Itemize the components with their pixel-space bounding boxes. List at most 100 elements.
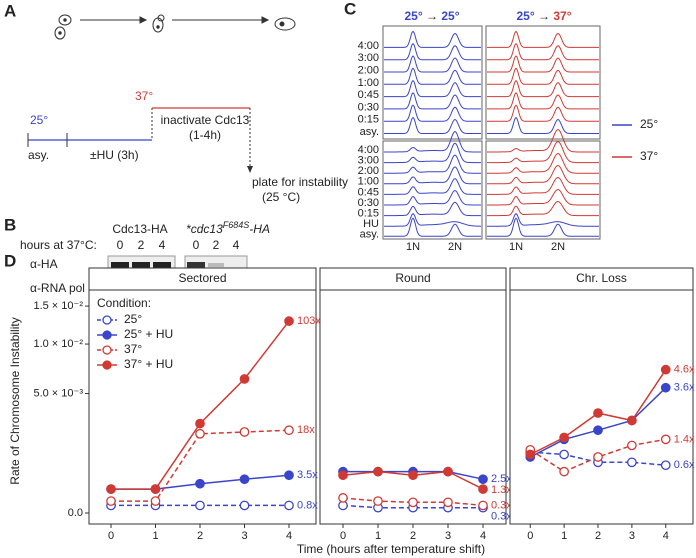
histogram-trace <box>487 92 599 110</box>
strain: *cdc13F684S-HA <box>186 220 270 236</box>
ploidy-label: 1N <box>406 241 420 253</box>
series-line <box>529 438 666 473</box>
header-part: 37° <box>553 9 571 23</box>
y-tick-label: 1.5 × 10⁻² <box>33 300 83 312</box>
data-point <box>195 418 205 429</box>
ploidy-label: 2N <box>448 241 462 253</box>
data-point <box>106 484 116 494</box>
histogram-trace <box>487 42 599 61</box>
row-label: α-RNA pol II <box>30 281 95 295</box>
histogram-trace <box>384 189 481 206</box>
lane: 0 <box>193 238 200 252</box>
strain-part: -HA <box>249 222 270 236</box>
ploidy-label: 1N <box>509 241 523 253</box>
histogram-frame <box>382 25 483 140</box>
condition-header: 25° → 37° <box>517 9 572 23</box>
data-point <box>284 425 294 436</box>
x-tick-label: 3 <box>629 530 635 542</box>
x-tick-label: 4 <box>480 530 486 542</box>
fold-change-label: 1.3x <box>491 484 512 496</box>
data-point <box>660 364 671 375</box>
histogram-trace <box>487 200 599 217</box>
data-point <box>478 474 488 485</box>
x-tick-label: 2 <box>197 530 203 542</box>
arrows <box>80 16 270 24</box>
histogram-trace <box>384 30 481 48</box>
histogram-frame <box>382 140 483 240</box>
x-tick-label: 2 <box>595 530 601 542</box>
histogram-trace <box>384 201 481 217</box>
lane: 2 <box>138 238 145 252</box>
data-point <box>559 449 569 460</box>
histogram-trace <box>487 79 599 98</box>
lane: 0 <box>117 238 124 252</box>
legend-swatch <box>102 360 112 370</box>
histogram-trace <box>384 213 481 227</box>
row-label: hours at 37°C: <box>20 238 97 252</box>
timepoint-label: 4:00 <box>358 144 379 156</box>
histogram-trace <box>487 217 599 237</box>
histogram-trace <box>384 166 481 185</box>
panel-label: C <box>344 0 356 18</box>
timepoint-label: 0:30 <box>358 197 379 209</box>
fold-change-label: 2.5x <box>491 473 512 485</box>
flow-histograms: 4:003:002:001:000:450:300:15asy.4:003:00… <box>358 25 658 253</box>
data-point <box>593 425 603 436</box>
stage-label: inactivate Cdc13 <box>161 113 250 127</box>
timepoint-label: 1:00 <box>358 176 379 188</box>
chart: Rate of Chromosome Instability Time (hour… <box>8 267 695 556</box>
timeline <box>27 107 253 173</box>
data-point <box>660 382 671 393</box>
y-axis-title: Rate of Chromosome Instability <box>8 317 22 484</box>
x-tick-label: 3 <box>241 530 247 542</box>
timepoint-label: 0:30 <box>358 101 379 113</box>
panel-label: D <box>4 251 16 270</box>
data-point <box>239 427 250 437</box>
data-point <box>443 466 453 477</box>
ploidy-label: 2N <box>551 241 565 253</box>
histogram-trace <box>384 55 481 73</box>
histogram-trace <box>487 30 599 48</box>
strain-part: F684S <box>223 220 250 230</box>
legend-label: 25° <box>640 117 658 131</box>
x-tick-label: 1 <box>152 530 158 542</box>
histogram-trace <box>384 67 481 85</box>
y-tick-label: 5.0 × 10⁻³ <box>33 387 83 399</box>
facet-title: Sectored <box>178 271 226 285</box>
histogram-trace <box>487 104 599 122</box>
stage-label: (1-4h) <box>189 128 221 142</box>
fold-change-label: 18x <box>297 424 315 436</box>
histogram-trace <box>487 213 599 227</box>
timepoint-label: 1:00 <box>358 77 379 89</box>
data-point <box>627 457 637 468</box>
x-tick-label: 4 <box>663 530 669 542</box>
fold-change-label: 4.6x <box>674 364 695 376</box>
data-point <box>408 497 418 508</box>
series-line <box>342 497 484 507</box>
legend-swatch <box>102 345 112 355</box>
timepoint-label: asy. <box>360 229 379 241</box>
data-point <box>195 428 205 439</box>
x-tick-label: 1 <box>561 530 567 542</box>
data-point <box>408 470 418 481</box>
stage-label: asy. <box>28 148 49 162</box>
header-part: 25° <box>405 9 423 23</box>
data-point <box>443 497 453 508</box>
data-point <box>559 432 569 443</box>
histogram-trace <box>384 154 481 174</box>
histogram-trace <box>487 176 599 195</box>
x-tick-label: 3 <box>445 530 451 542</box>
legend-title: Condition: <box>97 296 151 310</box>
strain-part: *cdc13 <box>186 222 223 236</box>
x-tick-label: 0 <box>527 530 533 542</box>
histogram-trace <box>384 178 481 195</box>
data-point <box>239 474 250 485</box>
legend-label: 25° <box>124 312 142 326</box>
series-line <box>111 429 290 502</box>
fold-change-label: 0.6x <box>674 459 695 471</box>
plot-frame <box>509 289 694 525</box>
legend-swatch <box>102 315 112 325</box>
panel-label: A <box>4 1 16 20</box>
fold-change-label: 3.5x <box>297 469 318 481</box>
